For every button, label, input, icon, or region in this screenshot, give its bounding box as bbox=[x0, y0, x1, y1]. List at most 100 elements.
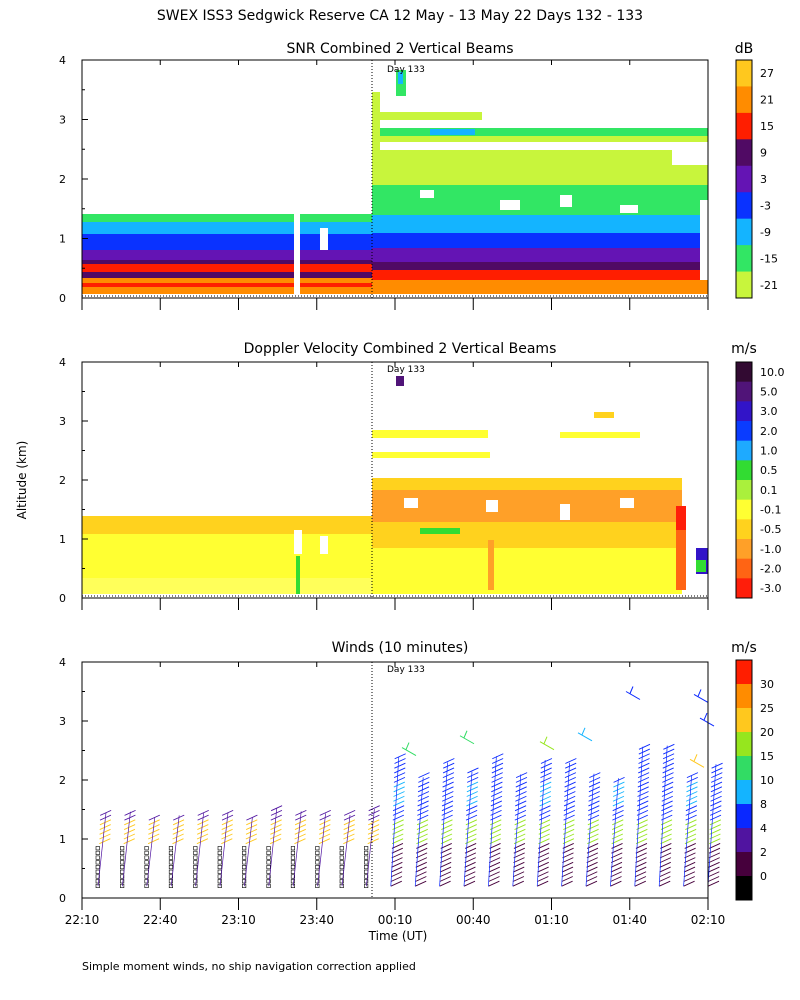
wind-barb bbox=[123, 833, 136, 840]
wind-barb bbox=[659, 852, 672, 859]
calm-marker bbox=[217, 879, 222, 884]
wind-barb bbox=[391, 847, 403, 854]
wind-barb bbox=[368, 819, 380, 826]
wind-barb bbox=[393, 800, 405, 807]
wind-barb bbox=[390, 876, 403, 882]
x-axis-label: Time (UT) bbox=[368, 929, 428, 943]
wind-barb bbox=[515, 800, 527, 807]
calm-marker bbox=[217, 860, 222, 865]
winds-plot-frame bbox=[81, 661, 709, 899]
wind-barb bbox=[686, 781, 698, 788]
calm-marker bbox=[266, 879, 271, 884]
wind-barb bbox=[464, 847, 477, 854]
y-tick-label: 0 bbox=[59, 592, 66, 605]
colorbar-segment bbox=[736, 660, 752, 685]
wind-barb bbox=[636, 833, 648, 840]
colorbar-label: -3.0 bbox=[760, 582, 781, 595]
calm-marker bbox=[242, 874, 247, 879]
wind-barb bbox=[394, 762, 406, 769]
wind-barb bbox=[440, 847, 452, 854]
wind-barb bbox=[539, 741, 555, 751]
wind-barb bbox=[123, 828, 136, 835]
snr-gap bbox=[560, 195, 572, 207]
colorbar-label: -9 bbox=[760, 226, 771, 239]
wind-barb bbox=[489, 838, 501, 845]
wind-barb bbox=[684, 852, 696, 859]
wind-barb bbox=[513, 847, 525, 854]
wind-barb bbox=[537, 880, 549, 887]
wind-barb bbox=[638, 767, 650, 774]
wind-barb bbox=[537, 871, 549, 878]
wind-barb bbox=[464, 871, 476, 878]
snr-band bbox=[82, 283, 372, 287]
wind-barb bbox=[390, 880, 402, 887]
wind-staff bbox=[683, 775, 692, 887]
wind-barb bbox=[697, 689, 702, 697]
x-tick-label: 02:10 bbox=[691, 913, 726, 927]
colorbar-label: -2.0 bbox=[760, 563, 781, 576]
wind-barb bbox=[99, 833, 111, 840]
wind-barb bbox=[686, 795, 698, 802]
wind-barb bbox=[561, 880, 573, 887]
x-tick-label: 00:10 bbox=[378, 913, 413, 927]
wind-barb bbox=[708, 843, 721, 849]
calm-marker bbox=[144, 855, 149, 860]
doppler-y-axis: 0 1 2 3 4 bbox=[59, 356, 88, 605]
wind-barb bbox=[539, 800, 551, 807]
wind-barb bbox=[488, 871, 500, 878]
wind-barb bbox=[439, 880, 451, 887]
wind-barb bbox=[537, 857, 550, 864]
colorbar-label: 30 bbox=[760, 678, 774, 691]
wind-barb bbox=[515, 776, 528, 783]
wind-barb bbox=[99, 819, 112, 826]
wind-barb bbox=[564, 767, 577, 774]
wind-barb bbox=[610, 876, 622, 882]
snr-y-axis: 0 1 2 3 4 bbox=[59, 54, 88, 305]
wind-barb bbox=[563, 819, 575, 826]
colorbar-frame bbox=[735, 59, 753, 299]
doppler-gap bbox=[320, 536, 328, 554]
wind-barb bbox=[685, 819, 697, 826]
x-tick-label: 00:40 bbox=[456, 913, 491, 927]
wind-barb bbox=[662, 762, 674, 769]
calm-marker bbox=[95, 874, 100, 879]
wind-barb bbox=[416, 828, 428, 835]
snr-gap bbox=[420, 190, 434, 198]
wind-barb bbox=[245, 828, 258, 835]
calm-marker bbox=[193, 879, 198, 884]
wind-barb bbox=[415, 880, 427, 887]
wind-staff bbox=[634, 746, 644, 887]
wind-barb bbox=[443, 758, 455, 764]
wind-barb bbox=[610, 871, 622, 878]
wind-barb bbox=[564, 791, 576, 797]
wind-barb bbox=[221, 833, 233, 840]
wind-barb bbox=[368, 814, 380, 821]
colorbar-label: -15 bbox=[760, 252, 778, 265]
calm-marker bbox=[339, 883, 344, 889]
wind-barb bbox=[147, 838, 160, 845]
doppler-gap bbox=[560, 504, 570, 520]
calm-marker bbox=[339, 850, 344, 855]
calm-marker bbox=[193, 846, 198, 851]
calm-marker bbox=[266, 860, 271, 865]
colorbar-segment bbox=[736, 60, 752, 87]
snr-unit: dB bbox=[735, 41, 754, 57]
wind-barb bbox=[196, 833, 209, 840]
doppler-colorbar: 10.0 5.0 3.0 2.0 1.0 0.5 0.1 -0.1 -0.5 -1.0 -2.0 -3… bbox=[735, 361, 785, 599]
calm-marker bbox=[290, 850, 296, 855]
wind-staff bbox=[195, 813, 204, 887]
snr-band bbox=[372, 128, 708, 136]
calm-marker bbox=[339, 874, 344, 879]
wind-barb bbox=[685, 809, 697, 816]
wind-barb bbox=[466, 800, 478, 807]
calm-marker bbox=[217, 846, 222, 851]
calm-marker bbox=[144, 879, 149, 884]
calm-marker bbox=[168, 879, 173, 884]
wind-barb bbox=[637, 786, 649, 793]
wind-barb bbox=[343, 838, 355, 845]
colorbar-label: 21 bbox=[760, 94, 774, 107]
calm-marker bbox=[168, 869, 173, 874]
colorbar-label: 4 bbox=[760, 822, 767, 835]
wind-barb bbox=[464, 857, 476, 864]
wind-barb bbox=[663, 748, 675, 755]
